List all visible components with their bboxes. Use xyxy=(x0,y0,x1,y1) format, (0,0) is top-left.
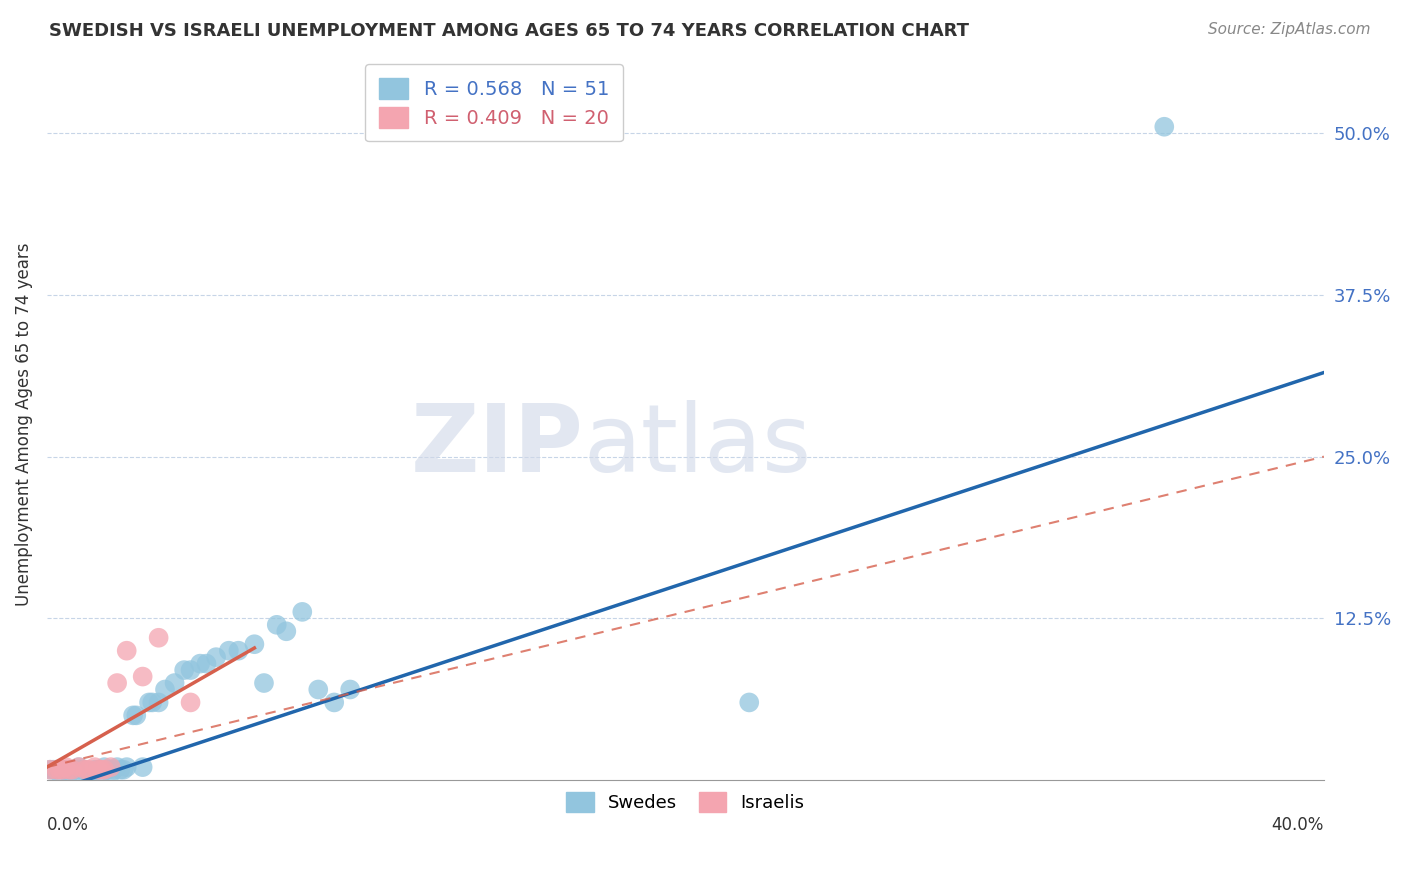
Point xyxy=(52,763,75,777)
Point xyxy=(138,695,160,709)
Point xyxy=(65,766,87,780)
Y-axis label: Unemployment Among Ages 65 to 74 years: Unemployment Among Ages 65 to 74 years xyxy=(15,243,32,606)
Point xyxy=(96,763,118,777)
Point xyxy=(205,650,228,665)
Point xyxy=(83,763,105,777)
Point xyxy=(42,763,65,777)
Point xyxy=(55,763,77,777)
Point xyxy=(67,760,90,774)
Point xyxy=(80,766,103,780)
Point xyxy=(131,669,153,683)
Point xyxy=(75,763,97,777)
Point xyxy=(266,617,288,632)
Point xyxy=(738,695,761,709)
Point xyxy=(90,766,112,780)
Point xyxy=(148,695,170,709)
Point xyxy=(125,708,148,723)
Point xyxy=(307,682,329,697)
Point xyxy=(110,763,132,777)
Point xyxy=(87,763,110,777)
Point xyxy=(100,766,122,780)
Point xyxy=(45,763,67,777)
Point xyxy=(93,763,115,777)
Text: Source: ZipAtlas.com: Source: ZipAtlas.com xyxy=(1208,22,1371,37)
Point xyxy=(131,760,153,774)
Point xyxy=(62,763,84,777)
Point xyxy=(100,760,122,774)
Point xyxy=(218,643,240,657)
Point xyxy=(52,763,75,777)
Point xyxy=(115,643,138,657)
Point xyxy=(105,676,128,690)
Point xyxy=(58,766,80,780)
Point xyxy=(87,763,110,777)
Point xyxy=(83,760,105,774)
Point xyxy=(122,708,145,723)
Point xyxy=(163,676,186,690)
Point xyxy=(103,763,125,777)
Point xyxy=(180,663,202,677)
Point xyxy=(105,760,128,774)
Point xyxy=(228,643,250,657)
Point xyxy=(112,763,135,777)
Point xyxy=(141,695,163,709)
Point xyxy=(323,695,346,709)
Point xyxy=(153,682,176,697)
Legend: Swedes, Israelis: Swedes, Israelis xyxy=(557,783,813,821)
Text: 40.0%: 40.0% xyxy=(1271,815,1324,834)
Point xyxy=(58,763,80,777)
Point xyxy=(48,763,70,777)
Point xyxy=(243,637,266,651)
Point xyxy=(75,763,97,777)
Point xyxy=(77,766,100,780)
Point xyxy=(1153,120,1175,134)
Text: atlas: atlas xyxy=(583,400,811,491)
Point xyxy=(115,760,138,774)
Point xyxy=(45,763,67,777)
Point xyxy=(67,763,90,777)
Point xyxy=(148,631,170,645)
Point xyxy=(55,760,77,774)
Point xyxy=(90,763,112,777)
Point xyxy=(180,695,202,709)
Text: SWEDISH VS ISRAELI UNEMPLOYMENT AMONG AGES 65 TO 74 YEARS CORRELATION CHART: SWEDISH VS ISRAELI UNEMPLOYMENT AMONG AG… xyxy=(49,22,969,40)
Text: ZIP: ZIP xyxy=(411,400,583,491)
Point xyxy=(173,663,195,677)
Point xyxy=(39,763,62,777)
Point xyxy=(70,763,93,777)
Point xyxy=(253,676,276,690)
Point xyxy=(48,766,70,780)
Point xyxy=(339,682,361,697)
Point xyxy=(188,657,211,671)
Point xyxy=(276,624,298,639)
Point xyxy=(291,605,314,619)
Point xyxy=(67,760,90,774)
Text: 0.0%: 0.0% xyxy=(46,815,89,834)
Point xyxy=(62,763,84,777)
Point xyxy=(77,763,100,777)
Point xyxy=(39,763,62,777)
Point xyxy=(195,657,218,671)
Point xyxy=(93,760,115,774)
